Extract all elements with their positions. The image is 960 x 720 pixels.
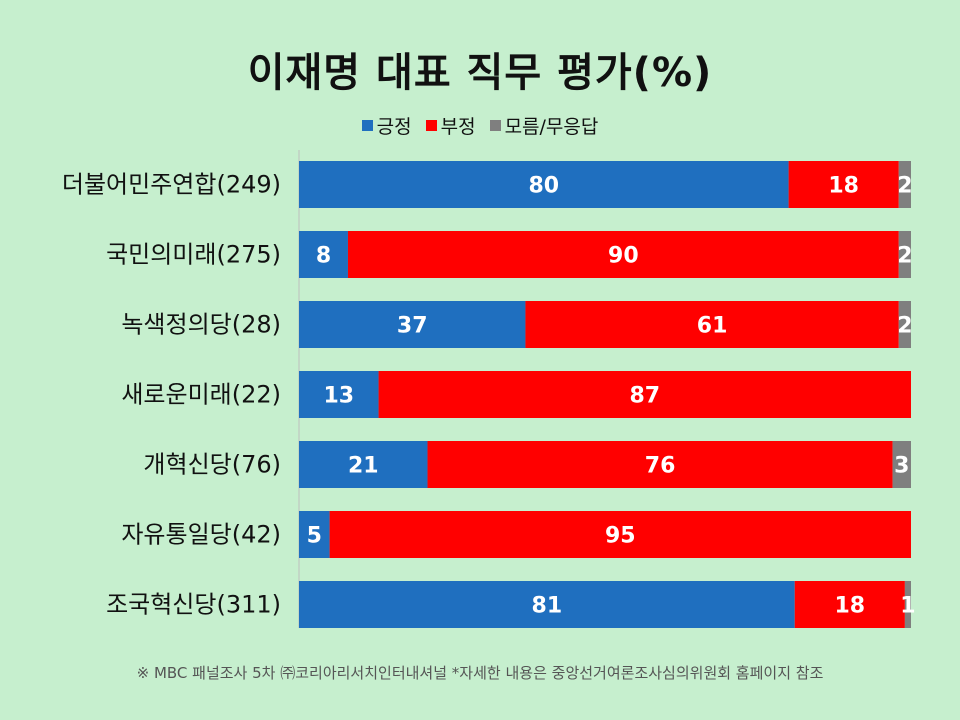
bar-segment (898, 301, 911, 348)
data-label: 95 (605, 524, 636, 549)
bar-segment (904, 581, 911, 628)
bar-segment (898, 231, 911, 278)
data-label: 21 (348, 454, 379, 479)
legend-swatch-positive (361, 120, 373, 131)
legend-swatch-unknown (489, 120, 501, 131)
footnote: ※ MBC 패널조사 5차 ㈜코리아리서치인터내셔널 *자세한 내용은 중앙선거… (136, 664, 824, 682)
data-label: 3 (894, 454, 909, 479)
bar-segment (898, 161, 911, 208)
data-label: 18 (834, 594, 865, 619)
bar-segment (525, 301, 899, 348)
data-label: 8 (316, 244, 331, 269)
legend-label-unknown: 모름/무응답 (504, 116, 599, 138)
data-label: 87 (629, 384, 660, 409)
category-label: 새로운미래(22) (121, 381, 281, 409)
legend-swatch-negative (425, 120, 437, 131)
category-label: 조국혁신당(311) (106, 591, 281, 619)
bar-segment (299, 231, 348, 278)
chart-legend: 긍정 부정 모름/무응답 (0, 112, 960, 139)
bar-segment (299, 371, 379, 418)
data-label: 61 (697, 314, 728, 339)
legend-item-positive: 긍정 (361, 112, 412, 139)
bar-segment (892, 441, 911, 488)
data-label: 37 (397, 314, 428, 339)
bar-segment (329, 511, 912, 558)
data-label: 80 (528, 174, 559, 199)
legend-label-negative: 부정 (440, 116, 476, 138)
legend-item-unknown: 모름/무응답 (489, 112, 599, 139)
bar-segment (347, 231, 899, 278)
data-label: 81 (532, 594, 563, 619)
bar-segment (299, 161, 789, 208)
bar-segment (794, 581, 905, 628)
bar-segment (427, 441, 893, 488)
data-label: 76 (645, 454, 676, 479)
bar-segment (378, 371, 911, 418)
bar-segment (299, 511, 330, 558)
data-label: 90 (608, 244, 639, 269)
category-label: 개혁신당(76) (143, 451, 281, 479)
data-label: 18 (828, 174, 859, 199)
category-label: 녹색정의당(28) (121, 311, 281, 339)
data-label: 13 (323, 384, 354, 409)
data-label: 2 (897, 174, 912, 199)
data-label: 2 (897, 314, 912, 339)
data-label: 2 (897, 244, 912, 269)
data-label: 5 (307, 524, 322, 549)
bar-segment (299, 581, 795, 628)
bar-segment (299, 441, 428, 488)
bar-segment (299, 301, 526, 348)
bar-segment (788, 161, 899, 208)
data-label: 1 (900, 594, 915, 619)
category-label: 국민의미래(275) (106, 241, 281, 269)
chart-title: 이재명 대표 직무 평가(%) (247, 50, 713, 96)
category-label: 더불어민주연합(249) (62, 171, 281, 199)
legend-label-positive: 긍정 (376, 116, 412, 138)
category-label: 자유통일당(42) (121, 521, 281, 549)
legend-item-negative: 부정 (425, 112, 476, 139)
